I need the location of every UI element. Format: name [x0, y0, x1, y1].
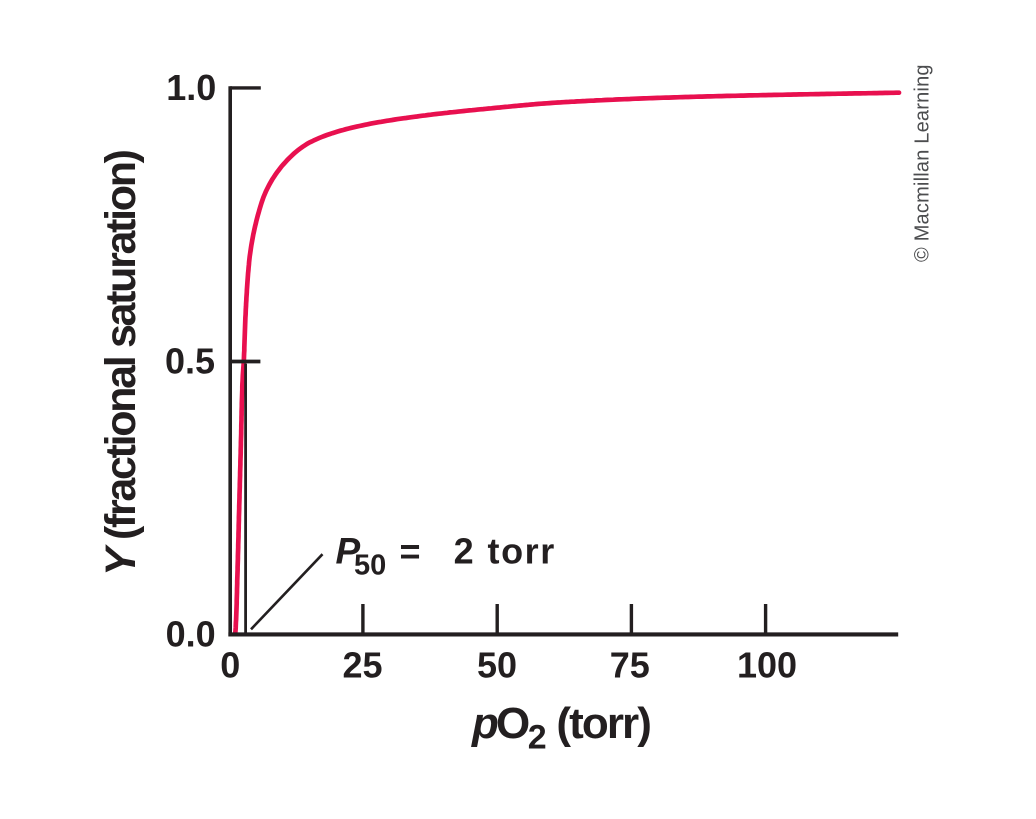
svg-text:75: 75 [610, 644, 650, 685]
svg-text:O: O [496, 699, 530, 748]
svg-text:2: 2 [454, 530, 474, 571]
svg-text:2: 2 [528, 719, 547, 757]
svg-text:0.0: 0.0 [166, 613, 216, 654]
svg-text:Y (fractional saturation): Y (fractional saturation) [97, 149, 145, 576]
svg-text:100: 100 [737, 644, 797, 685]
svg-text:0: 0 [220, 644, 240, 685]
svg-text:=: = [400, 530, 421, 571]
svg-text:25: 25 [342, 644, 382, 685]
svg-text:0.5: 0.5 [165, 340, 215, 381]
svg-text:(torr): (torr) [556, 699, 652, 748]
svg-text:© Macmillan Learning: © Macmillan Learning [912, 64, 934, 262]
svg-text:torr: torr [488, 530, 556, 571]
svg-text:1.0: 1.0 [166, 67, 216, 108]
svg-text:P: P [336, 530, 361, 571]
svg-text:50: 50 [354, 550, 386, 582]
svg-text:p: p [471, 699, 499, 748]
svg-text:50: 50 [477, 644, 517, 685]
